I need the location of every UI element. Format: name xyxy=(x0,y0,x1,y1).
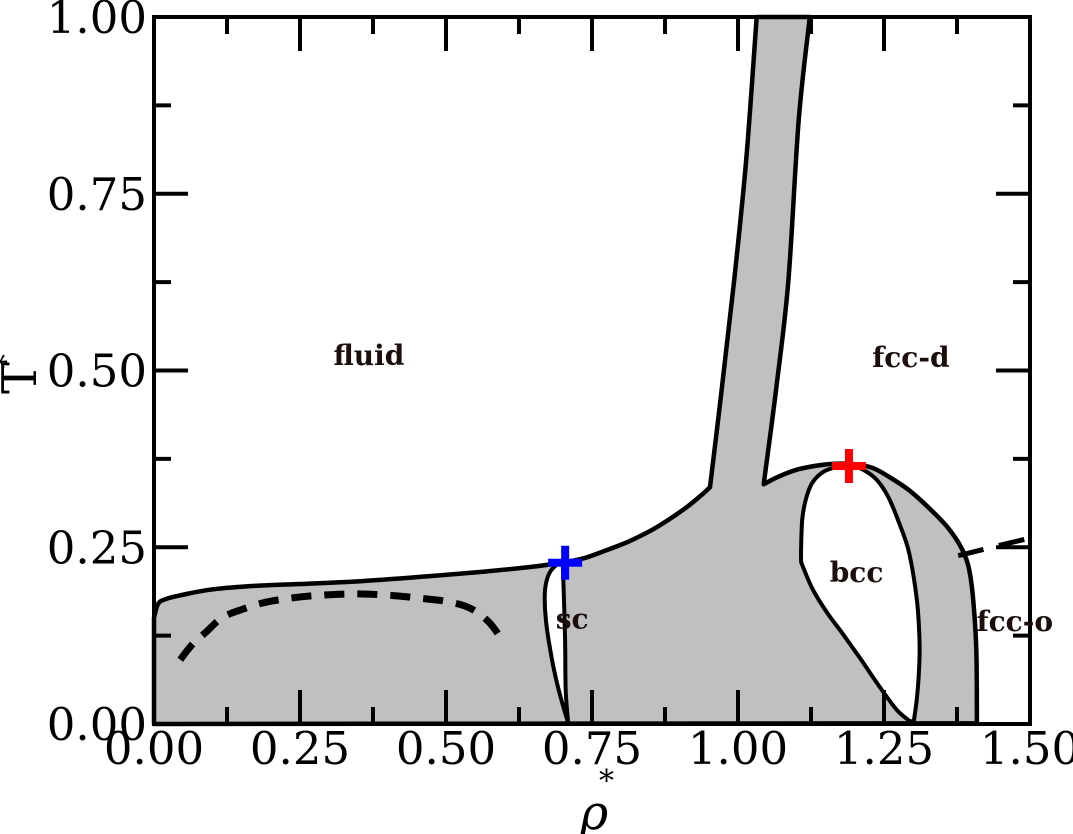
dashed-fccd-fcco-boundary xyxy=(957,535,1031,559)
dashed-metastable-curve xyxy=(177,590,507,662)
region-label-sc: sc xyxy=(556,603,589,636)
x-tick-label: 0.00 xyxy=(104,722,204,775)
x-tick-label: 1.50 xyxy=(980,722,1073,775)
x-tick-label: 0.50 xyxy=(396,722,496,775)
plot-area: 0.00 0.25 0.50 0.75 1.00 1.25 1.50 0.00 0.25 0.50… xyxy=(47,0,1073,775)
sc-region-pocket xyxy=(542,562,571,725)
y-tick-label: 0.75 xyxy=(47,168,147,221)
y-axis-label-superscript: * xyxy=(0,354,24,369)
x-tick-label: 0.75 xyxy=(542,722,642,775)
x-axis-label: ρ xyxy=(579,785,608,834)
y-tick-label: 0.25 xyxy=(47,521,147,574)
y-tick-label: 0.50 xyxy=(47,345,147,398)
x-tick-label: 1.00 xyxy=(688,722,788,775)
y-tick-label: 1.00 xyxy=(47,0,147,44)
x-tick-label: 0.25 xyxy=(250,722,350,775)
x-axis-label-superscript: * xyxy=(599,764,614,799)
x-tick-label: 1.25 xyxy=(834,722,934,775)
region-label-fluid: fluid xyxy=(333,339,404,372)
region-label-fcc-o: fcc-o xyxy=(977,605,1053,638)
region-label-bcc: bcc xyxy=(830,556,884,589)
y-tick-label: 0.00 xyxy=(47,698,147,751)
y-axis-label: T xyxy=(0,362,48,394)
bcc-region-pocket xyxy=(799,463,922,724)
region-label-fcc-d: fcc-d xyxy=(872,341,949,374)
